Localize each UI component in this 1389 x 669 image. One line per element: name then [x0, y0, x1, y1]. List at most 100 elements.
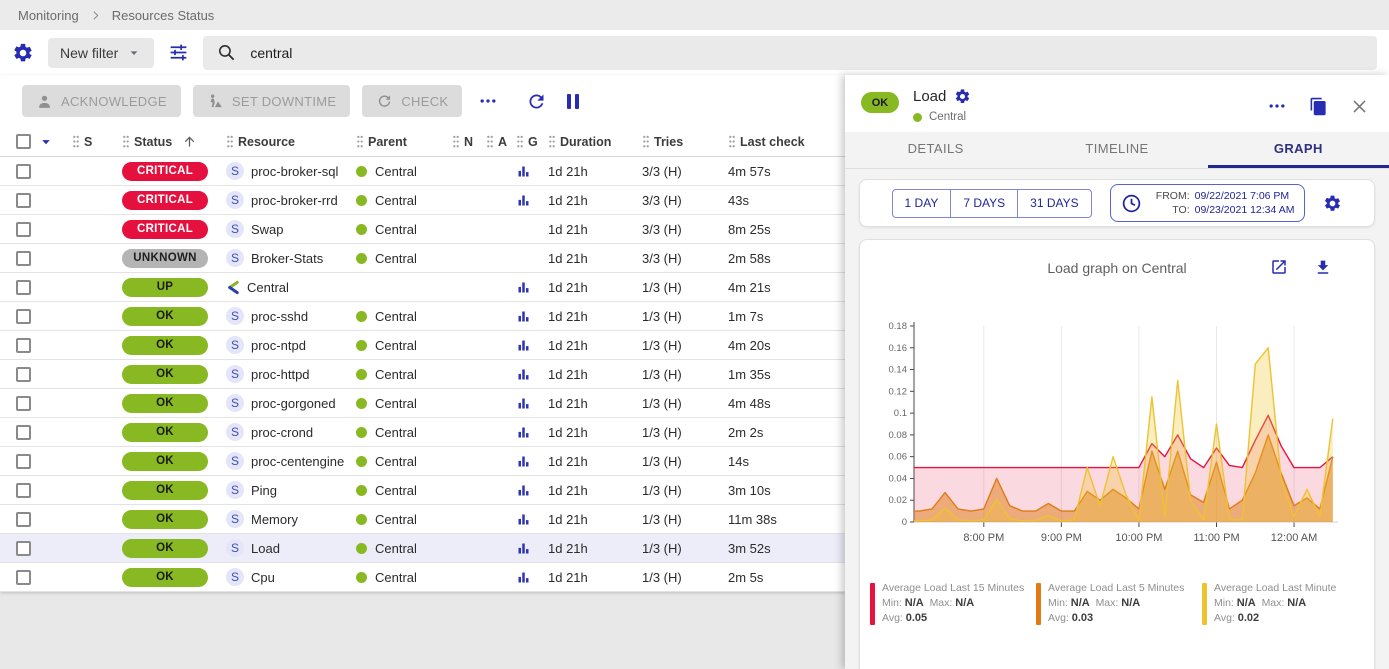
row-checkbox[interactable]	[16, 482, 31, 498]
download-icon[interactable]	[1314, 258, 1332, 276]
row-checkbox[interactable]	[16, 366, 31, 382]
drag-handle-icon[interactable]	[122, 134, 130, 149]
more-actions-button[interactable]	[474, 87, 502, 115]
drag-handle-icon[interactable]	[72, 134, 80, 149]
range-7days-button[interactable]: 7 DAYS	[950, 188, 1019, 218]
tab-details[interactable]: DETAILS	[907, 141, 964, 156]
status-badge[interactable]: CRITICAL	[122, 219, 208, 239]
search-box[interactable]	[203, 35, 1377, 70]
set-downtime-button[interactable]: SET DOWNTIME	[192, 85, 351, 117]
row-checkbox[interactable]	[16, 221, 31, 237]
legend-item[interactable]: Average Load Last Minute Min: N/A Max: N/…	[1202, 581, 1368, 626]
status-badge[interactable]: OK	[122, 364, 208, 384]
table-row[interactable]: UNKNOWN S Broker-Stats Central 1d 21h 3/3 (H)…	[0, 244, 845, 273]
filter-settings-gear-icon[interactable]	[12, 42, 34, 64]
graph-chart-icon[interactable]	[516, 280, 531, 295]
row-checkbox[interactable]	[16, 337, 31, 353]
graph-chart-icon[interactable]	[516, 425, 531, 440]
drag-handle-icon[interactable]	[516, 134, 524, 149]
row-checkbox[interactable]	[16, 163, 31, 179]
row-checkbox[interactable]	[16, 424, 31, 440]
table-row[interactable]: CRITICAL S Swap Central 1d 21h 3/3 (H) 8m 25s	[0, 215, 845, 244]
status-badge[interactable]: OK	[122, 538, 208, 558]
drag-handle-icon[interactable]	[356, 134, 364, 149]
graph-chart-icon[interactable]	[516, 541, 531, 556]
status-badge[interactable]: OK	[122, 422, 208, 442]
row-checkbox[interactable]	[16, 279, 31, 295]
sort-ascending-icon[interactable]	[182, 134, 197, 149]
status-badge[interactable]: UNKNOWN	[122, 248, 208, 268]
status-badge[interactable]: OK	[122, 509, 208, 529]
range-31days-button[interactable]: 31 DAYS	[1017, 188, 1092, 218]
column-header-parent[interactable]: Parent	[356, 134, 452, 149]
status-badge[interactable]: OK	[122, 567, 208, 587]
tab-graph[interactable]: GRAPH	[1207, 132, 1389, 168]
row-checkbox[interactable]	[16, 511, 31, 527]
graph-chart-icon[interactable]	[516, 309, 531, 324]
graph-chart-icon[interactable]	[516, 483, 531, 498]
column-header-status[interactable]: Status	[122, 134, 226, 149]
row-checkbox[interactable]	[16, 395, 31, 411]
column-header-n[interactable]: N	[452, 134, 486, 149]
column-header-resource[interactable]: Resource	[226, 134, 356, 149]
search-input[interactable]	[250, 44, 1363, 61]
close-panel-icon[interactable]	[1350, 97, 1369, 116]
row-checkbox[interactable]	[16, 540, 31, 556]
drag-handle-icon[interactable]	[728, 134, 736, 149]
refresh-button[interactable]	[522, 87, 551, 116]
status-badge[interactable]: OK	[122, 306, 208, 326]
tab-timeline[interactable]: TIMELINE	[1085, 141, 1149, 156]
copy-link-icon[interactable]	[1309, 97, 1328, 116]
acknowledge-button[interactable]: ACKNOWLEDGE	[22, 85, 181, 117]
graph-chart-icon[interactable]	[516, 454, 531, 469]
drag-handle-icon[interactable]	[642, 134, 650, 149]
graph-chart-icon[interactable]	[516, 164, 531, 179]
graph-chart-icon[interactable]	[516, 367, 531, 382]
table-row[interactable]: UP Central 1d 21h 1/3 (H) 4m 21s	[0, 273, 845, 302]
status-badge[interactable]: CRITICAL	[122, 190, 208, 210]
graph-chart-icon[interactable]	[516, 570, 531, 585]
drag-handle-icon[interactable]	[452, 134, 460, 149]
tune-filter-icon[interactable]	[168, 42, 189, 63]
column-header-tries[interactable]: Tries	[642, 134, 728, 149]
open-in-new-icon[interactable]	[1270, 258, 1288, 276]
drag-handle-icon[interactable]	[486, 134, 494, 149]
check-button[interactable]: CHECK	[362, 85, 463, 117]
table-row[interactable]: OK S Cpu Central 1d 21h 1/3 (H) 2m 5s	[0, 563, 845, 592]
column-header-a[interactable]: A	[486, 134, 516, 149]
drag-handle-icon[interactable]	[548, 134, 556, 149]
range-1day-button[interactable]: 1 DAY	[891, 188, 952, 218]
pause-autorefresh-button[interactable]	[563, 90, 583, 113]
custom-date-range[interactable]: FROM: 09/22/2021 7:06 PM TO: 09/23/2021 12…	[1109, 184, 1306, 222]
drag-handle-icon[interactable]	[226, 134, 234, 149]
panel-more-icon[interactable]	[1267, 96, 1287, 116]
graph-chart-icon[interactable]	[516, 193, 531, 208]
row-checkbox[interactable]	[16, 569, 31, 585]
row-checkbox[interactable]	[16, 192, 31, 208]
legend-item[interactable]: Average Load Last 15 Minutes Min: N/A Max…	[870, 581, 1036, 626]
select-caret-icon[interactable]	[37, 133, 55, 151]
status-badge[interactable]: OK	[122, 451, 208, 471]
breadcrumb-resources-status[interactable]: Resources Status	[111, 7, 215, 23]
table-row[interactable]: OK S Ping Central 1d 21h 1/3 (H) 3m 10s	[0, 476, 845, 505]
status-badge[interactable]: OK	[122, 480, 208, 500]
column-header-g[interactable]: G	[516, 134, 548, 149]
service-settings-gear-icon[interactable]	[954, 88, 971, 105]
status-badge[interactable]: OK	[122, 393, 208, 413]
graph-settings-gear-icon[interactable]	[1323, 194, 1342, 213]
row-checkbox[interactable]	[16, 453, 31, 469]
column-header-duration[interactable]: Duration	[548, 134, 642, 149]
graph-chart-icon[interactable]	[516, 396, 531, 411]
table-row[interactable]: OK S Load Central 1d 21h 1/3 (H) 3m 52s	[0, 534, 845, 563]
status-badge[interactable]: CRITICAL	[122, 161, 208, 181]
new-filter-dropdown[interactable]: New filter	[48, 37, 155, 68]
column-header-s[interactable]: S	[72, 134, 122, 149]
